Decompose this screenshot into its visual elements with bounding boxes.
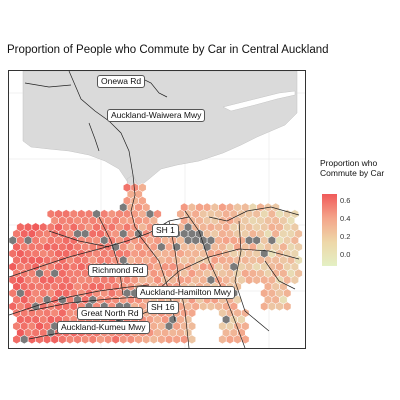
hex-cell — [225, 334, 235, 345]
road-mid-1 — [98, 216, 124, 296]
hex-cell — [27, 334, 36, 345]
legend-title-line2: Commute by Car — [320, 168, 385, 178]
road-label-auckland-kumeu: Auckland-Kumeu Mwy — [57, 321, 150, 334]
road-label-auckland-waiwera: Auckland-Waiwera Mwy — [107, 109, 206, 122]
hex-cell — [241, 334, 250, 345]
hex-cell — [104, 334, 113, 345]
road-east-1 — [208, 206, 300, 222]
hex-cell — [88, 334, 97, 345]
hex-cell — [81, 334, 90, 345]
hex-cell — [134, 334, 143, 345]
map-title: Proportion of People who Commute by Car … — [7, 44, 329, 56]
road-south-2 — [184, 210, 246, 348]
hex-cell — [12, 334, 21, 345]
hex-cell — [96, 334, 105, 345]
road-north-4 — [88, 122, 100, 152]
road-south-1 — [168, 220, 190, 348]
legend-tick-06: 0.6 — [340, 196, 351, 205]
road-label-sh1: SH 1 — [152, 224, 179, 237]
road-label-auckland-hamilton: Auckland-Hamilton Mwy — [136, 286, 236, 299]
road-mid-2 — [48, 230, 110, 248]
hex-cell — [245, 275, 254, 285]
harbour-inlet — [222, 90, 296, 112]
hex-cell — [187, 334, 196, 345]
hex-grid — [9, 182, 303, 345]
hex-cell — [20, 334, 29, 345]
legend-title-line1: Proportion who — [320, 158, 378, 168]
legend-color-bar — [322, 194, 337, 266]
road-east-3 — [264, 260, 296, 290]
road-west-1 — [9, 216, 190, 278]
hex-cell — [199, 301, 208, 312]
hex-cell — [157, 334, 166, 345]
hex-cell — [164, 334, 174, 345]
map-canvas — [9, 71, 305, 348]
hex-cell — [206, 301, 216, 312]
hex-cell — [111, 334, 120, 345]
hex-cell — [290, 275, 299, 285]
hex-cell — [50, 334, 59, 345]
north-shore-land — [22, 71, 298, 196]
hex-cell — [43, 334, 52, 345]
road-label-sh16: SH 16 — [147, 301, 179, 314]
road-west-2 — [9, 284, 150, 316]
hex-cell — [58, 334, 67, 345]
legend: Proportion who Commute by Car 0.6 0.4 0.… — [320, 158, 385, 266]
legend-tick-00: 0.0 — [340, 250, 351, 259]
road-north-2 — [24, 82, 72, 88]
road-label-onewa: Onewa Rd — [97, 75, 146, 88]
hex-cell — [267, 301, 276, 312]
hex-cell — [233, 334, 242, 345]
road-harbour-bridge — [130, 194, 142, 236]
hex-cell — [172, 334, 181, 345]
hex-cell — [119, 334, 128, 345]
hex-cell — [65, 334, 75, 345]
hex-cell — [73, 334, 82, 345]
road-south-3 — [158, 248, 300, 290]
hex-cell — [283, 301, 292, 312]
legend-tick-04: 0.4 — [340, 214, 351, 223]
road-label-great-north: Great North Rd — [77, 307, 143, 320]
hex-cell — [275, 301, 284, 312]
road-east-2 — [234, 220, 270, 332]
hex-cell — [180, 334, 189, 345]
hex-cell — [218, 334, 227, 345]
hex-cell — [126, 334, 135, 345]
map-panel: Onewa Rd Auckland-Waiwera Mwy SH 1 Richm… — [8, 70, 306, 349]
road-label-richmond: Richmond Rd — [88, 264, 148, 277]
legend-tick-02: 0.2 — [340, 232, 351, 241]
hex-cell — [252, 275, 261, 285]
hex-cell — [142, 334, 151, 345]
hex-cell — [260, 301, 269, 312]
hex-cell — [149, 334, 158, 345]
